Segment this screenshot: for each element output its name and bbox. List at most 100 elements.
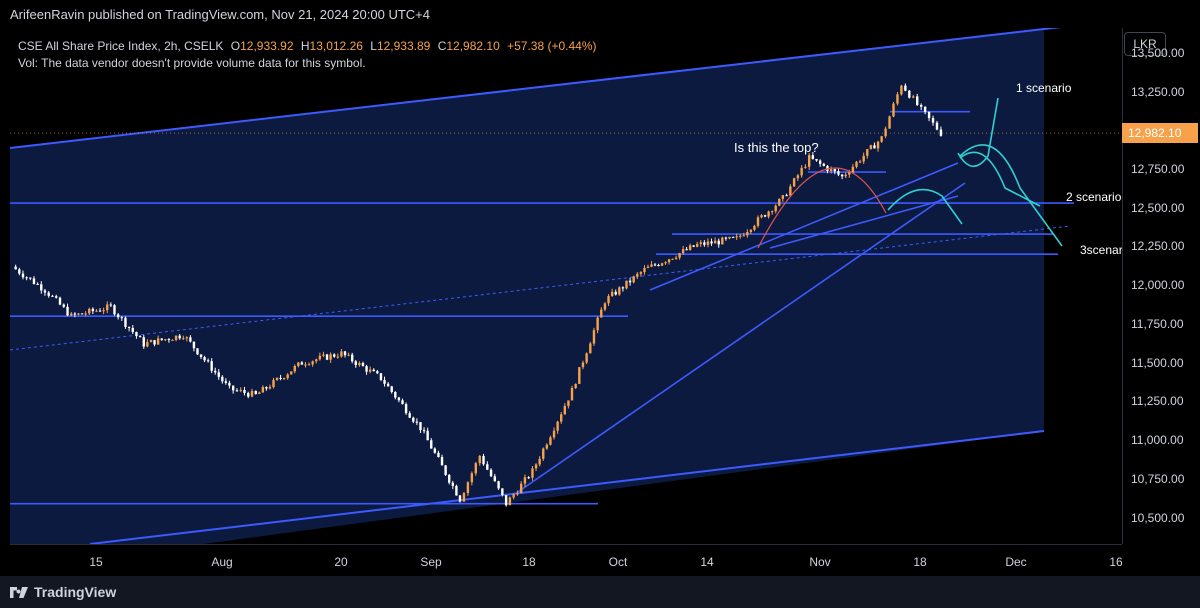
candle-body (880, 136, 883, 142)
candle-body (146, 342, 149, 347)
candle-body (127, 326, 131, 328)
time-tick: 14 (700, 555, 714, 569)
candle-body (386, 383, 390, 387)
candle-body (138, 336, 142, 338)
candle-body (354, 361, 357, 366)
candle-body (519, 483, 523, 494)
candle-body (625, 280, 628, 289)
candle-body (660, 263, 664, 266)
candle-body (570, 388, 574, 401)
candle-body (365, 366, 368, 372)
candle-body (401, 400, 404, 405)
candle-body (32, 278, 36, 284)
candle-body (908, 90, 911, 98)
candle-body (51, 295, 54, 297)
legend-open: 12,933.92 (240, 39, 294, 53)
legend: CSE All Share Price Index, 2h, CSELK O12… (18, 38, 597, 72)
candle-body (478, 455, 481, 464)
candle-body (796, 175, 800, 179)
channel-lower-line (89, 430, 1045, 544)
candle-body (43, 290, 47, 293)
candle-body (778, 198, 781, 206)
candle-body (258, 392, 261, 395)
legend-close: 12,982.10 (446, 39, 500, 53)
candle-body (307, 364, 311, 366)
footer: TradingView (0, 576, 1200, 608)
candle-body (931, 118, 935, 123)
candle-body (596, 317, 599, 331)
candle-body (603, 303, 607, 310)
candle-body (785, 195, 788, 197)
candle-body (311, 361, 314, 365)
price-tick: 11,750.00 (1131, 316, 1184, 331)
candle-body (322, 354, 325, 356)
candle-body (124, 317, 127, 327)
candle-body (873, 145, 876, 149)
time-tick: 15 (89, 555, 103, 569)
candle-body (376, 371, 379, 374)
candle-body (721, 237, 724, 245)
price-scale[interactable] (1122, 28, 1200, 544)
candle-body (657, 264, 660, 266)
candle-body (293, 366, 296, 372)
candle-body (58, 297, 62, 305)
candle-body (315, 359, 318, 362)
candle-body (95, 310, 98, 312)
candle-body (333, 354, 336, 357)
candle-body (916, 96, 919, 106)
candle-body (70, 313, 73, 316)
candle-body (433, 448, 437, 453)
candle-body (884, 128, 887, 137)
candle-body (549, 437, 552, 445)
footer-brand: TradingView (34, 584, 117, 600)
currency-button[interactable]: LKR (1124, 32, 1166, 56)
candle-body (545, 444, 549, 449)
legend-high-label: H (300, 39, 310, 53)
candle-body (628, 280, 632, 283)
candle-body (589, 343, 592, 354)
candle-body (149, 340, 153, 343)
candle-body (250, 390, 254, 397)
price-tick: 12,000.00 (1131, 278, 1185, 293)
candle-body (199, 354, 203, 358)
candle-body (451, 482, 455, 486)
candle-body (713, 240, 717, 244)
candle-body (325, 354, 329, 360)
candle-body (415, 421, 419, 423)
chart-area[interactable]: Is this the top? 1 scenario 2 scenario 3sce… (10, 28, 1122, 544)
legend-open-label: O (230, 39, 241, 53)
candle-body (501, 488, 504, 496)
candle-body (462, 493, 466, 502)
candle-body (272, 379, 275, 388)
candle-body (228, 382, 231, 386)
candle-body (749, 229, 753, 232)
candle-body (667, 259, 671, 263)
candle-body (653, 264, 657, 266)
candle-body (231, 385, 235, 391)
candle-body (735, 236, 738, 238)
candle-body (394, 391, 397, 398)
candle-body (742, 235, 746, 237)
candle-body (869, 145, 873, 150)
trendline-main (514, 182, 966, 495)
price-tick: 12,250.00 (1131, 239, 1185, 254)
candle-body (419, 422, 422, 431)
candle-body (855, 161, 858, 167)
candle-body (174, 335, 178, 340)
candle-body (896, 94, 899, 104)
candle-body (47, 292, 50, 296)
candle-body (358, 362, 361, 366)
top-arc-curve (757, 167, 887, 249)
candle-body (347, 354, 350, 356)
candle-body (574, 383, 577, 389)
time-scale[interactable]: 15 Aug 20 Sep 18 Oct 14 Nov 18 Dec 16 (10, 544, 1123, 577)
candle-body (900, 85, 903, 95)
candle-body (717, 240, 720, 245)
candle-body (131, 327, 134, 333)
candle-body (927, 111, 931, 119)
legend-change: +57.38 (+0.44%) (507, 39, 597, 53)
tradingview-logo[interactable]: TradingView (10, 584, 116, 600)
candle-body (189, 337, 192, 342)
price-tick: 13,500.00 (1131, 45, 1185, 60)
price-chart[interactable]: Is this the top? 1 scenario 2 scenario 3sce… (10, 28, 1122, 544)
